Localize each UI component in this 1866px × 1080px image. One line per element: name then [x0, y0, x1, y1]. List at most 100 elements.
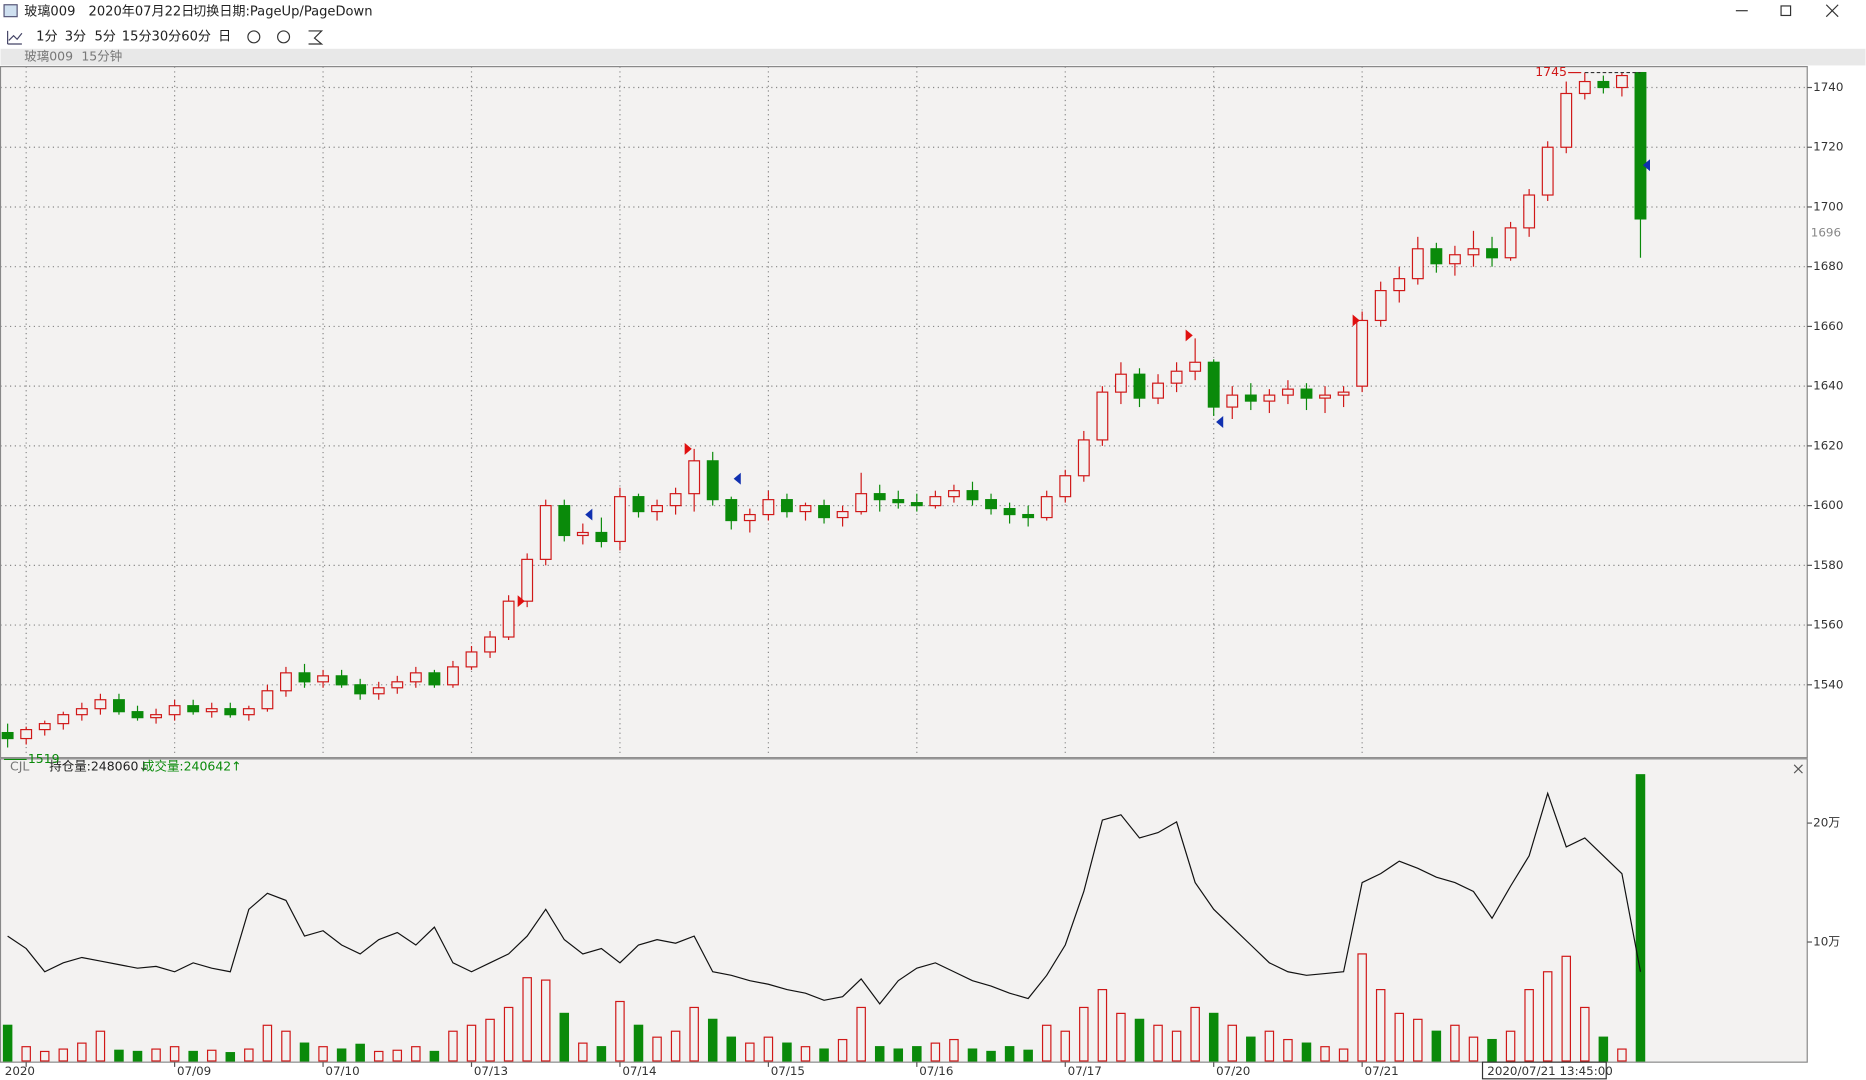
tool-icon[interactable]	[308, 30, 324, 45]
volume-bar	[596, 1046, 607, 1062]
signal-marker	[585, 508, 593, 521]
candle-body	[1114, 373, 1127, 393]
y-tick-label: 1620	[1813, 438, 1843, 452]
candle-body	[484, 636, 497, 653]
candle-body	[1040, 496, 1053, 519]
volume-bar	[1116, 1012, 1126, 1062]
volume-bar	[1190, 1006, 1200, 1062]
candle-body	[187, 705, 200, 713]
volume-bar	[726, 1036, 737, 1062]
app-icon	[3, 4, 18, 18]
volume-bar	[763, 1036, 774, 1062]
volume-bar	[132, 1050, 143, 1062]
candle-body	[409, 672, 422, 683]
candle-body	[131, 711, 144, 719]
signal-marker	[1216, 416, 1224, 428]
candle-body	[502, 600, 515, 638]
volume-bar	[448, 1030, 458, 1062]
candle-body	[1486, 248, 1498, 259]
candle-body	[1560, 92, 1573, 148]
zoom-in[interactable]	[247, 30, 261, 44]
low-label: 1519	[28, 751, 60, 766]
candle-body	[576, 531, 589, 537]
x-tick-label: 07/14	[622, 1064, 656, 1078]
candle-body	[354, 684, 367, 695]
oi-label: 持仓量:248060↓	[49, 759, 149, 774]
candle-body	[688, 460, 701, 495]
oi-line	[7, 791, 1642, 1005]
candle-body	[372, 687, 385, 695]
symbol: 玻璃009	[24, 3, 75, 19]
candle-body	[780, 499, 793, 513]
y-tick-label: 1580	[1813, 558, 1843, 572]
candle-body	[1411, 248, 1424, 280]
volume-bar	[355, 1043, 365, 1062]
volume-bar	[578, 1042, 588, 1062]
candle-body	[261, 690, 274, 710]
candle-body	[613, 496, 626, 543]
volume-bar	[1505, 1030, 1516, 1062]
date: 2020年07月22日	[89, 3, 195, 19]
y-tick-label: 1700	[1813, 199, 1843, 213]
candle-body	[855, 493, 868, 513]
candle-body	[558, 505, 571, 537]
period-button[interactable]: 5分	[94, 28, 115, 44]
volume-bar	[225, 1052, 236, 1062]
volume-bar	[1153, 1024, 1163, 1062]
candle-body	[1578, 80, 1591, 95]
candle-body	[836, 510, 849, 519]
x-tick-label: 07/21	[1365, 1064, 1399, 1078]
volume-bar	[336, 1048, 347, 1062]
volume-bar	[819, 1048, 829, 1062]
volume-bar	[1542, 971, 1553, 1062]
candle-body	[799, 505, 812, 513]
x-tick-label: 07/13	[474, 1064, 508, 1078]
volume-panel	[0, 758, 1808, 1063]
volume-bar	[21, 1046, 31, 1062]
restore[interactable]	[1780, 5, 1792, 17]
candle-body	[1022, 513, 1035, 519]
volume-bar	[1004, 1046, 1015, 1062]
volume-bar	[1450, 1024, 1460, 1062]
period-button[interactable]: 1分	[36, 28, 57, 44]
close-indicator[interactable]	[1793, 764, 1803, 774]
volume-bar	[299, 1042, 310, 1062]
volume-bar	[392, 1049, 403, 1062]
volume-bar	[1487, 1038, 1497, 1062]
y-tick-label: 1740	[1813, 80, 1843, 94]
volume-bar	[1468, 1036, 1479, 1062]
candle-body	[762, 499, 775, 516]
candle-body	[205, 708, 218, 713]
candle-body	[1523, 194, 1536, 229]
close[interactable]	[1825, 4, 1839, 18]
volume-bar	[1598, 1036, 1609, 1062]
volume-bar	[893, 1048, 904, 1062]
volume-bar	[503, 1006, 514, 1062]
volume-bar	[151, 1048, 161, 1062]
candle-body	[1226, 394, 1239, 408]
volume-bar	[930, 1042, 941, 1062]
volume-bar	[874, 1046, 885, 1062]
cursor-label: 2020/07/21 13:45:00	[1487, 1064, 1613, 1078]
volume-bar	[1394, 1012, 1405, 1062]
period-button[interactable]: 日	[218, 29, 231, 44]
y-tick-label: 20万	[1813, 816, 1840, 830]
candle-body	[947, 490, 960, 498]
period-button[interactable]: 3分	[65, 28, 86, 44]
signal-marker	[517, 595, 525, 608]
volume-bar	[633, 1024, 644, 1062]
chart-icon[interactable]	[7, 30, 23, 45]
period-button[interactable]: 15分	[122, 28, 152, 44]
candle-body	[706, 460, 719, 501]
zoom-out[interactable]	[277, 30, 291, 44]
volume-bar	[967, 1048, 978, 1062]
period-button[interactable]: 60分	[181, 28, 211, 44]
volume-bar	[800, 1046, 811, 1062]
candle-body	[150, 714, 163, 719]
x-tick-label: 07/10	[325, 1064, 359, 1078]
volume-bar	[615, 1000, 625, 1062]
volume-bar	[1617, 1048, 1627, 1062]
candle-body	[725, 499, 738, 522]
candle-body	[1393, 278, 1406, 292]
period-button[interactable]: 30分	[152, 28, 182, 44]
